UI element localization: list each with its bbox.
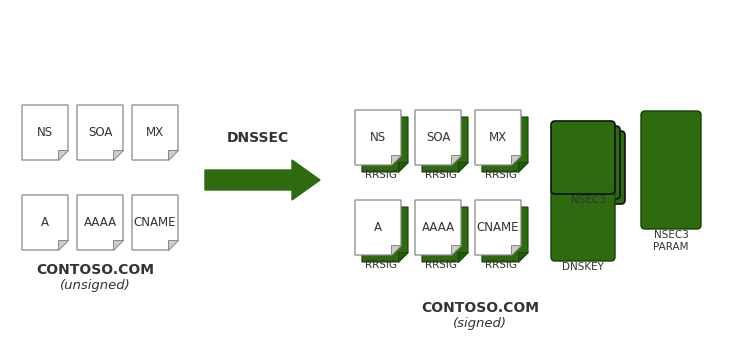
Polygon shape	[422, 207, 468, 262]
Polygon shape	[132, 105, 178, 160]
Polygon shape	[58, 240, 68, 250]
Polygon shape	[518, 252, 528, 262]
Polygon shape	[77, 195, 123, 250]
Polygon shape	[362, 117, 408, 172]
Text: MX: MX	[489, 131, 507, 144]
Polygon shape	[415, 200, 461, 255]
Polygon shape	[362, 207, 408, 262]
Polygon shape	[458, 252, 468, 262]
Text: A: A	[374, 221, 382, 234]
Polygon shape	[355, 110, 401, 165]
Polygon shape	[422, 117, 468, 172]
Polygon shape	[391, 245, 401, 255]
Polygon shape	[168, 150, 178, 160]
Text: (unsigned): (unsigned)	[60, 279, 130, 292]
Polygon shape	[475, 110, 521, 165]
Text: DNSSEC: DNSSEC	[227, 131, 289, 145]
Text: CNAME: CNAME	[477, 221, 520, 234]
Polygon shape	[475, 200, 521, 255]
Polygon shape	[398, 162, 408, 172]
Text: NS: NS	[370, 131, 386, 144]
Polygon shape	[355, 200, 401, 255]
Text: RRSIG: RRSIG	[366, 260, 398, 270]
Polygon shape	[77, 105, 123, 160]
Text: DNSKEY: DNSKEY	[562, 262, 604, 272]
FancyBboxPatch shape	[641, 111, 701, 229]
Polygon shape	[132, 195, 178, 250]
Text: NSEC3
PARAM: NSEC3 PARAM	[653, 230, 689, 252]
Polygon shape	[113, 150, 123, 160]
Text: A: A	[41, 216, 49, 229]
Polygon shape	[451, 155, 461, 165]
Polygon shape	[22, 195, 68, 250]
Polygon shape	[398, 252, 408, 262]
Polygon shape	[482, 207, 528, 262]
Polygon shape	[518, 162, 528, 172]
FancyBboxPatch shape	[551, 121, 615, 194]
FancyBboxPatch shape	[561, 131, 625, 204]
Polygon shape	[511, 155, 521, 165]
Polygon shape	[458, 162, 468, 172]
Text: NS: NS	[37, 126, 53, 139]
Text: AAAA: AAAA	[421, 221, 454, 234]
FancyBboxPatch shape	[556, 126, 620, 199]
Polygon shape	[391, 155, 401, 165]
Text: RRSIG: RRSIG	[426, 170, 457, 180]
Polygon shape	[451, 245, 461, 255]
Text: MX: MX	[146, 126, 164, 139]
Polygon shape	[22, 105, 68, 160]
Polygon shape	[415, 110, 461, 165]
Polygon shape	[511, 245, 521, 255]
Text: NSEC3: NSEC3	[571, 195, 605, 205]
Text: RRSIG: RRSIG	[426, 260, 457, 270]
Text: CONTOSO.COM: CONTOSO.COM	[36, 263, 154, 277]
Text: CONTOSO.COM: CONTOSO.COM	[421, 301, 539, 315]
Text: RRSIG: RRSIG	[486, 170, 517, 180]
FancyArrow shape	[205, 160, 320, 200]
Text: SOA: SOA	[426, 131, 450, 144]
Text: SOA: SOA	[88, 126, 112, 139]
Polygon shape	[58, 150, 68, 160]
Text: CNAME: CNAME	[134, 216, 176, 229]
Polygon shape	[168, 240, 178, 250]
FancyBboxPatch shape	[551, 188, 615, 261]
Text: (signed): (signed)	[453, 317, 507, 330]
Text: RRSIG: RRSIG	[486, 260, 517, 270]
Polygon shape	[482, 117, 528, 172]
Text: RRSIG: RRSIG	[366, 170, 398, 180]
Text: AAAA: AAAA	[84, 216, 117, 229]
Polygon shape	[113, 240, 123, 250]
